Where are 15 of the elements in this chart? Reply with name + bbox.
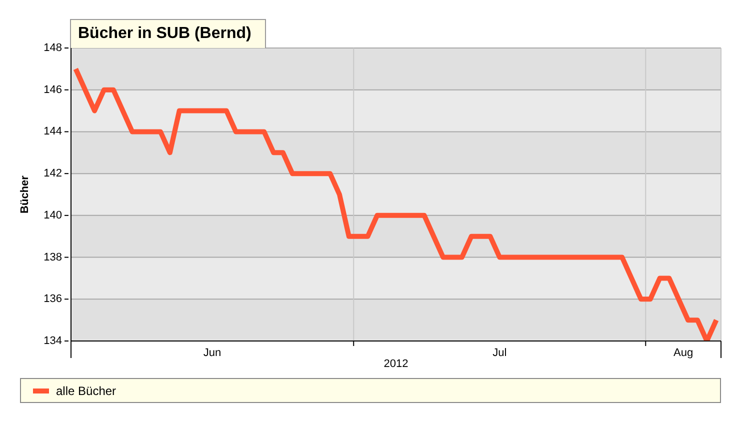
y-tick-label: 146 bbox=[44, 84, 62, 96]
y-tick-label: 140 bbox=[44, 209, 62, 222]
y-tick-label: 142 bbox=[44, 168, 62, 180]
x-tick-label: Aug bbox=[674, 347, 694, 359]
y-tick-label: 144 bbox=[44, 126, 62, 138]
legend-label: alle Bücher bbox=[56, 384, 116, 398]
x-tick-label: Jun bbox=[203, 347, 222, 359]
x-axis-title: 2012 bbox=[384, 358, 408, 370]
y-tick-label: 134 bbox=[44, 335, 62, 347]
y-tick-label: 148 bbox=[44, 42, 62, 54]
chart-title: Bücher in SUB (Bernd) bbox=[70, 19, 266, 48]
y-tick-label: 138 bbox=[44, 251, 62, 264]
x-tick-label: Jul bbox=[492, 347, 507, 359]
y-tick-label: 136 bbox=[44, 293, 62, 306]
y-axis-title: Bücher bbox=[19, 174, 31, 214]
